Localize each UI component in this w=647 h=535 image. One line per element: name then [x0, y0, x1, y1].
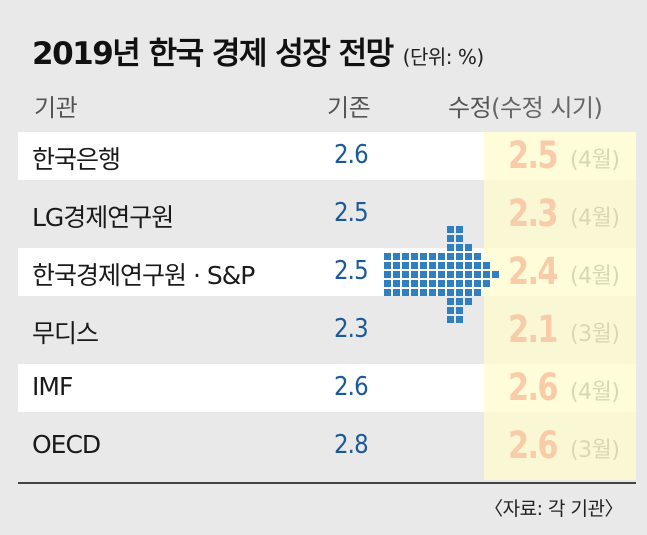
arrow-dot: [447, 298, 454, 305]
arrow-dot: [456, 271, 463, 278]
arrow-dot: [456, 253, 463, 260]
arrow-dot: [393, 262, 400, 269]
arrow-dot: [465, 298, 472, 305]
arrow-dot: [393, 289, 400, 296]
arrow-dot: [474, 289, 481, 296]
header-previous: 기존: [327, 94, 371, 122]
arrow-dot: [447, 307, 454, 314]
arrow-dot: [438, 271, 445, 278]
arrow-dot: [438, 289, 445, 296]
arrow-dot: [474, 271, 481, 278]
arrow-dot: [456, 235, 463, 242]
arrow-dot: [465, 253, 472, 260]
arrow-dot: [456, 298, 463, 305]
arrow-dot: [447, 262, 454, 269]
arrow-dot: [438, 280, 445, 287]
arrow-dot: [402, 289, 409, 296]
arrow-dot: [384, 262, 391, 269]
arrow-dot: [447, 244, 454, 251]
arrow-dot: [492, 271, 499, 278]
arrow-dot: [465, 271, 472, 278]
arrow-dot: [402, 271, 409, 278]
arrow-dot: [429, 253, 436, 260]
arrow-dot: [465, 262, 472, 269]
arrow-dot: [420, 262, 427, 269]
revised-column-highlight: [484, 132, 636, 480]
arrow-dot: [483, 262, 490, 269]
arrow-dot: [474, 253, 481, 260]
header-revised: 수정(수정 시기): [448, 88, 603, 128]
previous-value: 2.6: [334, 140, 369, 170]
previous-value: 2.5: [334, 256, 369, 286]
arrow-dot: [420, 253, 427, 260]
arrow-dot: [393, 253, 400, 260]
arrow-dot: [447, 316, 454, 323]
arrow-dot: [411, 280, 418, 287]
arrow-dot: [420, 280, 427, 287]
arrow-dot: [456, 316, 463, 323]
arrow-dot: [465, 280, 472, 287]
previous-value: 2.6: [334, 372, 369, 402]
unit-label: (단위: %): [402, 45, 485, 69]
arrow-dot: [402, 280, 409, 287]
right-arrow-icon: [384, 226, 499, 323]
arrow-dot: [447, 253, 454, 260]
arrow-dot: [393, 271, 400, 278]
arrow-dot: [411, 289, 418, 296]
arrow-dot: [483, 271, 490, 278]
org-cell: 한국경제연구원 · S&P: [32, 261, 255, 290]
arrow-dot: [456, 289, 463, 296]
arrow-dot: [456, 226, 463, 233]
arrow-dot: [447, 280, 454, 287]
arrow-dot: [429, 271, 436, 278]
arrow-dot: [420, 289, 427, 296]
title-row: 2019년 한국 경제 성장 전망 (단위: %): [32, 28, 484, 73]
arrow-dot: [429, 289, 436, 296]
previous-value: 2.3: [334, 314, 369, 344]
chart-title: 2019년 한국 경제 성장 전망: [32, 36, 394, 72]
arrow-dot: [456, 244, 463, 251]
org-cell: 한국은행: [32, 145, 121, 174]
arrow-dot: [411, 253, 418, 260]
source-note: 〈자료: 각 기관〉: [484, 498, 623, 520]
org-cell: LG경제연구원: [32, 203, 174, 232]
arrow-dot: [402, 253, 409, 260]
arrow-dot: [402, 262, 409, 269]
org-cell: 무디스: [32, 319, 99, 348]
arrow-dot: [447, 235, 454, 242]
org-cell: IMF: [32, 372, 73, 401]
arrow-dot: [384, 253, 391, 260]
header-org: 기관: [34, 94, 78, 122]
arrow-dot: [483, 280, 490, 287]
arrow-dot: [438, 262, 445, 269]
arrow-dot: [474, 280, 481, 287]
arrow-dot: [465, 289, 472, 296]
arrow-dot: [420, 271, 427, 278]
arrow-dot: [465, 244, 472, 251]
arrow-dot: [456, 262, 463, 269]
previous-value: 2.5: [334, 198, 369, 228]
header-revised-period: (수정 시기): [491, 94, 603, 122]
arrow-dot: [411, 262, 418, 269]
arrow-dot: [429, 262, 436, 269]
arrow-dot: [474, 262, 481, 269]
arrow-dot: [447, 226, 454, 233]
arrow-dot: [447, 271, 454, 278]
arrow-dot: [393, 280, 400, 287]
arrow-dot: [438, 253, 445, 260]
arrow-dot: [384, 271, 391, 278]
arrow-dot: [429, 280, 436, 287]
org-cell: OECD: [32, 430, 101, 459]
previous-value: 2.8: [334, 430, 369, 460]
header-revised-label: 수정: [448, 94, 492, 122]
arrow-dot: [384, 280, 391, 287]
bottom-rule: [18, 482, 636, 484]
arrow-dot: [411, 271, 418, 278]
arrow-dot: [456, 307, 463, 314]
arrow-dot: [456, 280, 463, 287]
arrow-dot: [447, 289, 454, 296]
arrow-dot: [384, 289, 391, 296]
